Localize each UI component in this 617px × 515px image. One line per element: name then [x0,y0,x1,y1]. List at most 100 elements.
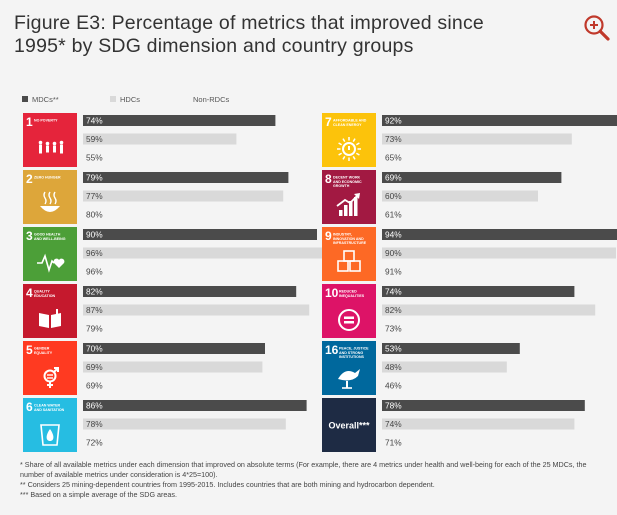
legend-swatch-mdc [22,96,28,102]
value-label-mdc: 79% [86,173,103,183]
value-label-hdc: 78% [86,419,103,429]
sdg-number: 2 [26,172,33,186]
footnotes: * Share of all available metrics under e… [20,460,610,500]
value-label-hdc: 69% [86,362,103,372]
value-label-non-rdc: 61% [385,210,402,220]
group-overall: Overall*** 78% 74% 71% [322,398,585,452]
value-label-hdc: 87% [86,305,103,315]
value-label-non-rdc: 46% [385,381,402,391]
sdg-tile-label: ZERO HUNGER [34,176,61,180]
legend-item-mdc: MDCs** [22,95,59,104]
sdg-number: 16 [325,343,339,357]
sun-power-icon [337,137,361,161]
bar-hdc [83,247,333,259]
value-label-mdc: 90% [86,230,103,240]
group-sdg-2: 2 ZERO HUNGER 79% 77% 80% [23,170,289,224]
value-label-non-rdc: 96% [86,267,103,277]
sdg-bar-chart: 1 NO POVERTY 74% 59% 55% 2 ZERO HUNGER 79% 77% 80… [23,113,617,452]
value-label-hdc: 48% [385,362,402,372]
dove-icon [338,369,360,389]
bar-mdc [382,172,562,183]
value-label-mdc: 92% [385,116,402,126]
value-label-hdc: 59% [86,134,103,144]
sdg-tile-label: QUALITY EDUCATION [34,290,55,298]
bar-mdc [83,115,276,126]
bar-mdc [83,343,265,354]
legend-label-hdc: HDCs [120,95,140,104]
value-label-mdc: 74% [385,287,402,297]
sdg-tile-label: REDUCED INEQUALITIES [339,290,365,298]
value-label-mdc: 94% [385,230,402,240]
bar-mdc [83,286,297,297]
sdg-number: 10 [325,286,339,300]
sdg-tile-label: GENDER EQUALITY [34,347,53,355]
value-label-non-rdc: 65% [385,153,402,163]
bar-mdc [83,229,317,240]
value-label-mdc: 70% [86,344,103,354]
value-label-hdc: 90% [385,248,402,258]
legend-item-hdc: HDCs [110,95,140,104]
legend-swatch-hdc [110,96,116,102]
value-label-non-rdc: 71% [385,438,402,448]
bar-hdc [382,361,507,373]
bar-hdc [83,361,263,373]
value-label-non-rdc: 72% [86,438,103,448]
bar-hdc [83,418,286,430]
bar-mdc [382,115,617,126]
bar-mdc [382,400,585,411]
family-icon [38,140,64,154]
value-label-non-rdc: 79% [86,324,103,334]
bar-hdc [382,304,596,316]
footnote-1: * Share of all available metrics under e… [20,460,587,479]
sdg-tile-label: AFFORDABLE AND CLEAN ENERGY [333,119,367,127]
value-label-hdc: 96% [86,248,103,258]
value-label-non-rdc: 55% [86,153,103,163]
value-label-hdc: 82% [385,305,402,315]
sdg-tile-label: INDUSTRY, INNOVATION AND INFRASTRUCTURE [333,233,367,245]
sdg-tile [23,284,77,338]
group-sdg-16: 16 PEACE, JUSTICE AND STRONG INSTITUTIONS 53… [322,341,520,395]
value-label-mdc: 74% [86,116,103,126]
sdg-number: 1 [26,115,33,129]
bar-hdc [382,418,575,430]
group-sdg-10: 10 REDUCED INEQUALITIES 74% 82% 73% [322,284,596,338]
sdg-number: 3 [26,229,33,243]
legend-item-non-rdc: Non-RDCs [193,95,229,104]
sdg-number: 7 [325,115,332,129]
footnote-3: *** Based on a simple average of the SDG… [20,490,178,499]
footnote-2: ** Considers 25 mining-dependent countri… [20,480,435,489]
sdg-number: 9 [325,229,332,243]
bar-hdc [382,190,538,202]
sdg-tile-label: DECENT WORK AND ECONOMIC GROWTH [333,176,362,188]
value-label-non-rdc: 69% [86,381,103,391]
sdg-tile [322,398,376,452]
bar-hdc [83,190,284,202]
sdg-tile [322,341,376,395]
sdg-tile-label: NO POVERTY [34,119,58,123]
group-sdg-3: 3 GOOD HEALTH AND WELL-BEING 90% 96% 96% [23,227,333,281]
value-label-non-rdc: 73% [385,324,402,334]
water-drop-icon [40,424,60,446]
group-sdg-8: 8 DECENT WORK AND ECONOMIC GROWTH 69% 60% 61% [322,170,562,224]
value-label-non-rdc: 91% [385,267,402,277]
value-label-hdc: 73% [385,134,402,144]
group-sdg-7: 7 AFFORDABLE AND CLEAN ENERGY 92% 73% 65% [322,113,617,167]
figure-title: Figure E3: Percentage of metrics that im… [14,12,484,57]
bar-mdc [382,343,520,354]
growth-chart-icon [336,193,360,216]
value-label-hdc: 77% [86,191,103,201]
food-bowl-icon [40,191,60,212]
sdg-tile-label: GOOD HEALTH AND WELL-BEING [34,233,66,241]
zoom-in-icon[interactable] [583,14,611,42]
sdg-tile-label: PEACE, JUSTICE AND STRONG INSTITUTIONS [339,347,369,359]
bar-hdc [382,247,616,259]
sdg-number: 6 [26,400,33,414]
bar-hdc [83,133,237,145]
value-label-hdc: 60% [385,191,402,201]
group-sdg-5: 5 GENDER EQUALITY 70% 69% 69% [23,341,265,395]
bar-mdc [83,172,289,183]
legend-label-non-rdc: Non-RDCs [193,95,230,104]
sdg-tile-label: CLEAN WATER AND SANITATION [34,404,65,412]
bar-mdc [382,286,575,297]
equal-sign-icon [338,309,360,331]
